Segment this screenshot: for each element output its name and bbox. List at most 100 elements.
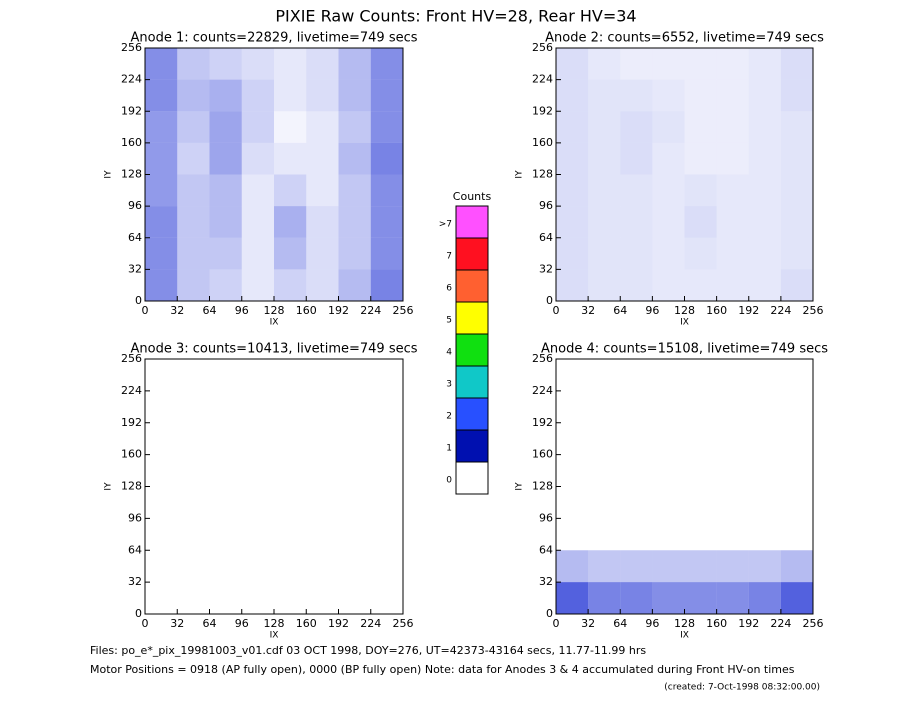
- colorbar-label: 1: [446, 444, 452, 454]
- density-cell: [652, 269, 685, 301]
- density-cell: [684, 142, 717, 175]
- colorbar-swatch: [455, 333, 489, 367]
- y-tick-label: 64: [128, 543, 142, 556]
- density-cell: [338, 79, 371, 112]
- density-cell: [556, 48, 589, 80]
- density-cell: [338, 111, 371, 143]
- density-cell: [210, 582, 242, 614]
- x-axis-label: IX: [680, 631, 689, 641]
- density-cell: [241, 111, 274, 143]
- y-tick-label: 96: [539, 199, 553, 212]
- x-tick-label: 160: [296, 617, 317, 630]
- density-cell: [716, 174, 749, 207]
- density-cell: [684, 48, 717, 80]
- y-tick-label: 32: [539, 575, 553, 588]
- density-cell: [177, 455, 209, 487]
- y-tick-label: 160: [532, 136, 553, 149]
- density-cell: [717, 359, 749, 391]
- density-cell: [306, 518, 338, 550]
- density-cell: [274, 269, 307, 301]
- x-tick-label: 32: [170, 617, 184, 630]
- x-tick-label: 64: [203, 617, 217, 630]
- density-cell: [556, 423, 588, 455]
- colorbar-label: 4: [446, 348, 452, 358]
- y-tick-label: 32: [128, 262, 142, 275]
- density-cell: [177, 174, 210, 207]
- density-cell: [716, 142, 749, 175]
- density-cell: [210, 423, 242, 455]
- density-cell: [588, 206, 621, 238]
- density-cell: [556, 550, 589, 583]
- density-cell: [145, 423, 177, 455]
- density-cell: [652, 174, 685, 207]
- density-cell: [370, 206, 403, 238]
- y-tick-label: 64: [539, 231, 553, 244]
- density-cell: [338, 269, 371, 301]
- density-cell: [339, 455, 371, 487]
- density-cell: [177, 391, 209, 423]
- density-cell: [717, 518, 749, 550]
- density-cell: [780, 111, 813, 143]
- x-tick-label: 256: [803, 617, 824, 630]
- density-cell: [242, 582, 274, 614]
- density-cell: [177, 142, 210, 175]
- y-tick-label: 0: [135, 294, 142, 307]
- colorbar-label: 3: [446, 380, 452, 390]
- y-tick-label: 160: [121, 448, 142, 461]
- density-cell: [556, 391, 588, 423]
- density-cell: [620, 269, 653, 301]
- colorbar-swatch: [455, 397, 489, 431]
- colorbar-label: 0: [446, 476, 452, 486]
- x-tick-label: 0: [553, 617, 560, 630]
- density-cell: [620, 174, 653, 207]
- density-cell: [274, 206, 307, 238]
- density-cell: [748, 111, 781, 143]
- density-cell: [209, 269, 242, 301]
- density-cell: [588, 269, 621, 301]
- density-cell: [684, 174, 717, 207]
- colorbar-label: 5: [446, 316, 452, 326]
- x-tick-label: 224: [360, 304, 381, 317]
- density-cell: [274, 518, 306, 550]
- y-tick-label: 64: [539, 543, 553, 556]
- density-cell: [588, 174, 621, 207]
- density-cell: [371, 518, 403, 550]
- density-cell: [556, 455, 588, 487]
- x-tick-label: 32: [170, 304, 184, 317]
- density-cell: [717, 487, 749, 519]
- x-tick-label: 0: [142, 304, 149, 317]
- y-tick-label: 0: [546, 607, 553, 620]
- footer: (created: 7-Oct-1998 08:32:00.00): [664, 683, 820, 693]
- density-cell: [209, 174, 242, 207]
- density-cell: [652, 359, 684, 391]
- density-cell: [339, 550, 371, 582]
- density-cell: [370, 269, 403, 301]
- density-cell: [371, 550, 403, 582]
- density-cell: [780, 79, 813, 112]
- density-cell: [177, 237, 210, 270]
- x-tick-label: 0: [142, 617, 149, 630]
- density-cell: [717, 423, 749, 455]
- density-cell: [716, 582, 749, 614]
- density-cell: [748, 237, 781, 270]
- y-tick-label: 96: [128, 511, 142, 524]
- y-tick-label: 192: [121, 416, 142, 429]
- density-cell: [620, 582, 653, 614]
- density-cell: [274, 550, 306, 582]
- density-cell: [177, 423, 209, 455]
- density-cell: [274, 455, 306, 487]
- density-cell: [370, 48, 403, 80]
- density-cell: [177, 359, 209, 391]
- colorbar-swatch: [455, 429, 489, 463]
- density-cell: [620, 550, 653, 583]
- density-cell: [242, 487, 274, 519]
- density-cell: [306, 111, 339, 143]
- density-cell: [242, 455, 274, 487]
- density-cell: [620, 423, 652, 455]
- colorbar-swatch: [455, 365, 489, 399]
- density-cell: [748, 174, 781, 207]
- density-cell: [685, 455, 717, 487]
- density-cell: [780, 142, 813, 175]
- panel-title: Anode 3: counts=10413, livetime=749 secs: [130, 342, 417, 357]
